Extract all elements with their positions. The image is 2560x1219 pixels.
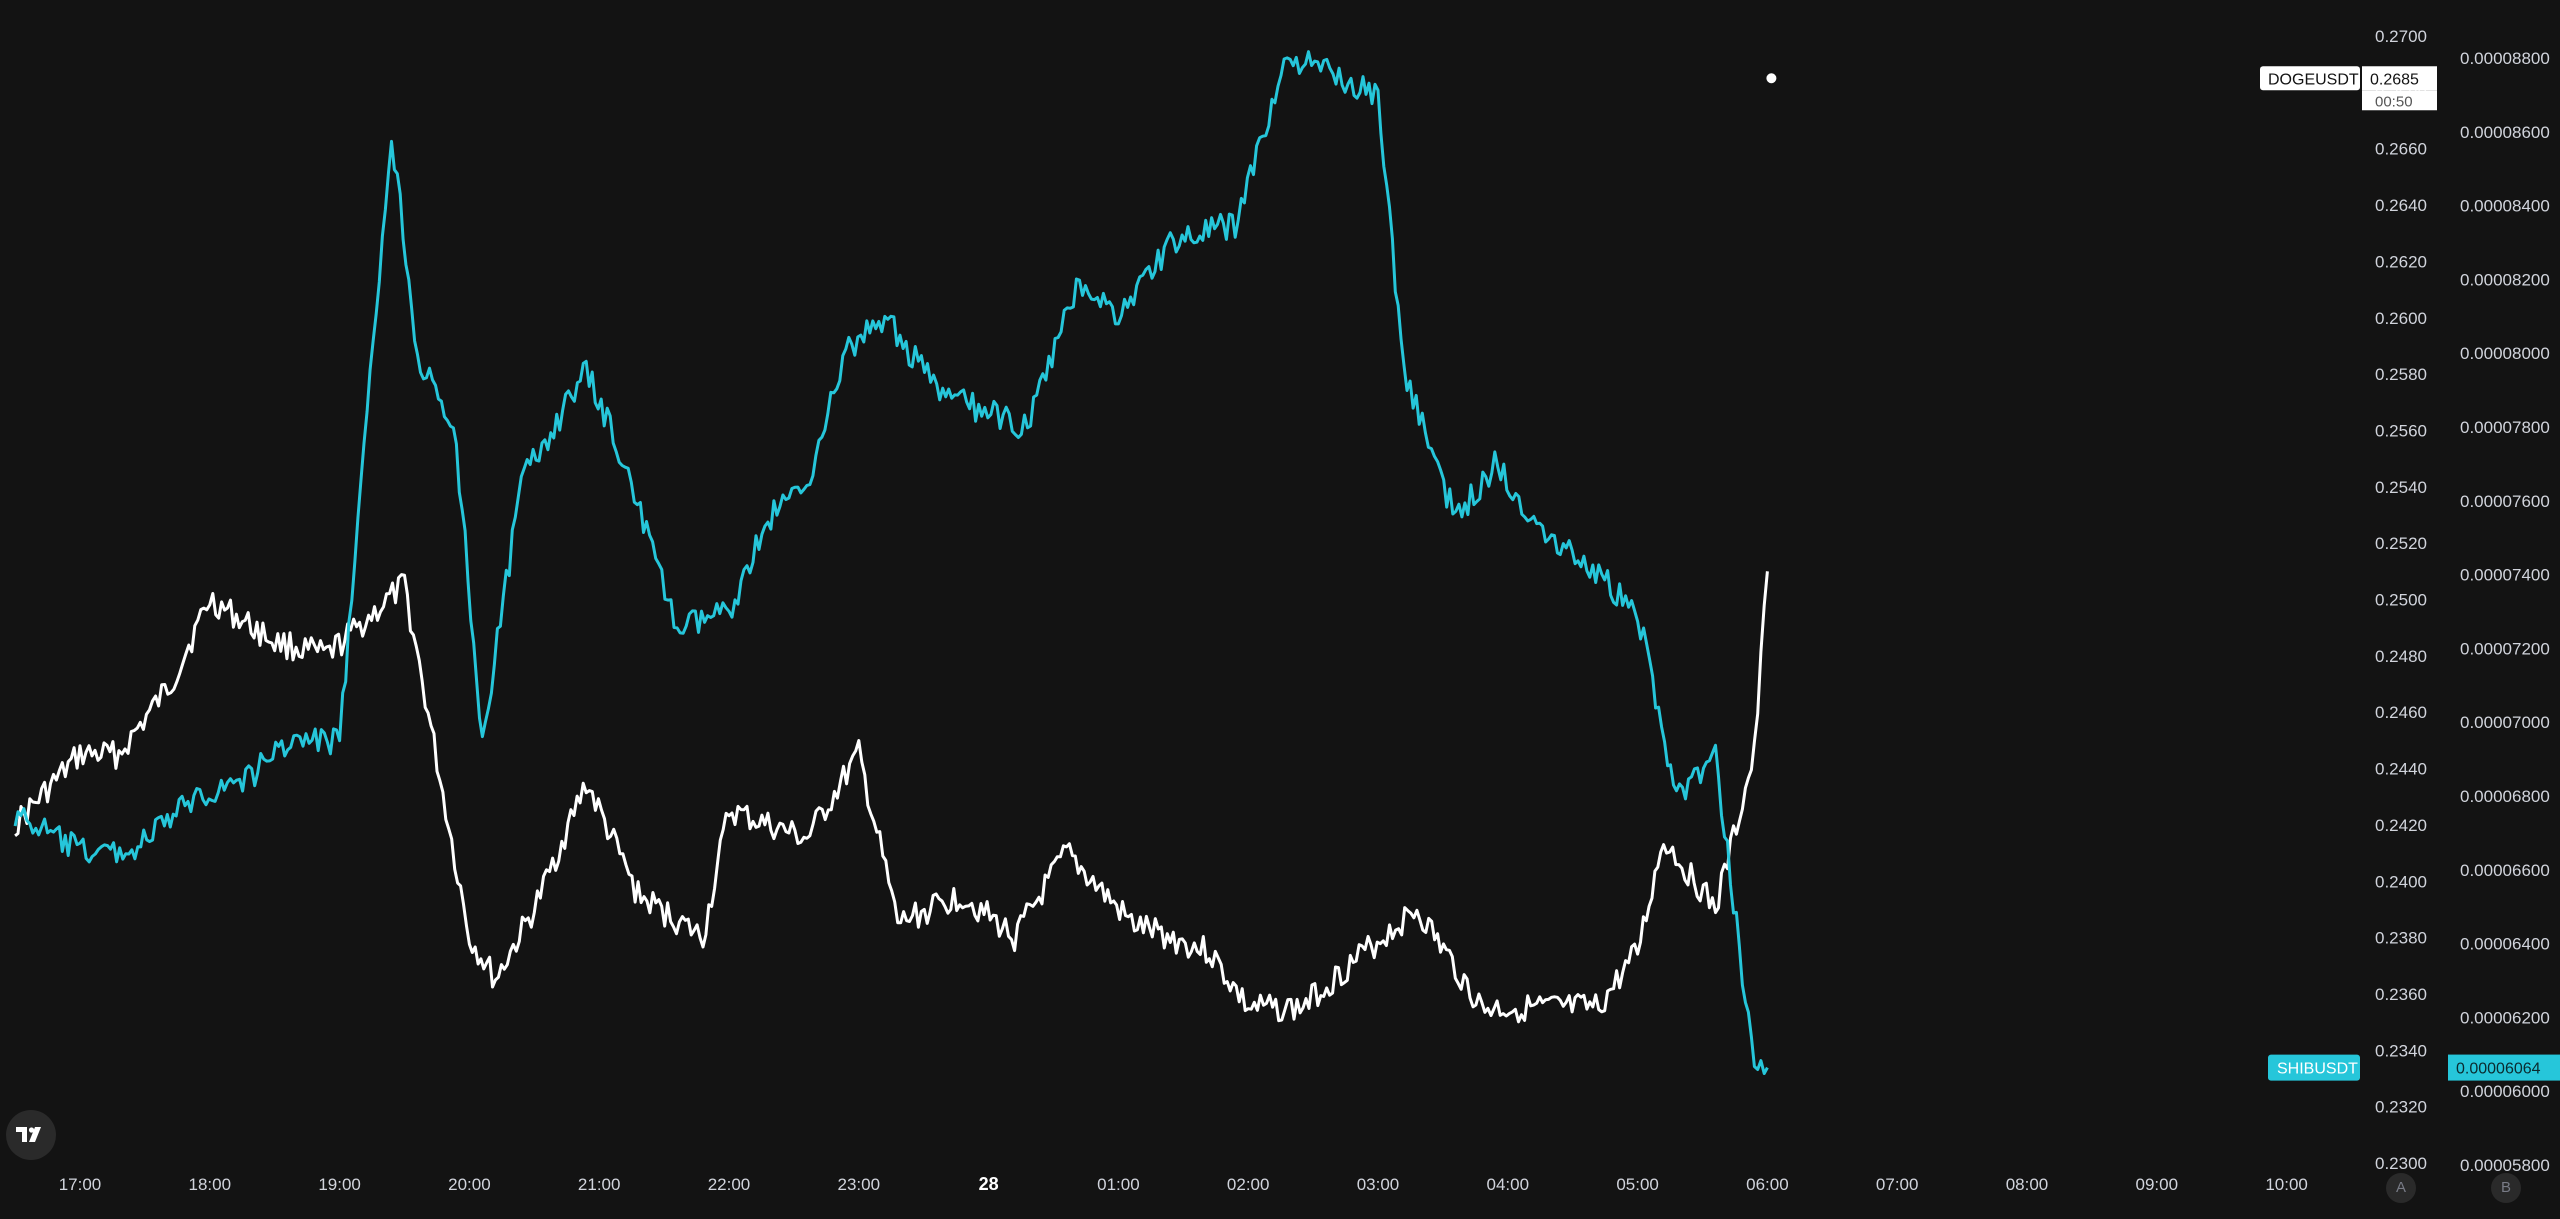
doge-countdown: 00:50 (2375, 93, 2413, 110)
doge-price-tick-label: 0.2440 (2375, 760, 2427, 779)
shib-price-tick-label: 0.00008200 (2460, 270, 2550, 289)
series-line-shibusdt[interactable] (13, 50, 1769, 1075)
doge-price-tick-label: 0.2520 (2375, 534, 2427, 553)
doge-price-tick-label: 0.2460 (2375, 703, 2427, 722)
time-tick-label: 07:00 (1876, 1175, 1919, 1194)
doge-price-tick-label: 0.2700 (2375, 27, 2427, 46)
shib-price-tick-label: 0.00008400 (2460, 197, 2550, 216)
doge-price-tick-label: 0.2540 (2375, 478, 2427, 497)
price-axis-shib[interactable]: 0.00008800 0.00008600 0.00008400 0.00008200… (2460, 49, 2550, 1175)
time-tick-label: 09:00 (2136, 1175, 2179, 1194)
doge-symbol-label: DOGEUSDT (2268, 71, 2359, 88)
time-tick-label: 10:00 (2265, 1175, 2308, 1194)
shib-price-tick-label: 0.00007400 (2460, 566, 2550, 585)
doge-price-tick-label: 0.2600 (2375, 309, 2427, 328)
time-tick-label: 01:00 (1097, 1175, 1140, 1194)
shib-price-tick-label: 0.00007000 (2460, 713, 2550, 732)
shib-symbol-label: SHIBUSDT (2277, 1061, 2358, 1078)
time-tick-label: 28 (979, 1174, 999, 1194)
scale-button-a[interactable]: A (2386, 1173, 2416, 1203)
shib-price-tick-label: 0.00007200 (2460, 639, 2550, 658)
doge-price-tick-label: 0.2620 (2375, 252, 2427, 271)
price-axis-doge[interactable]: 0.27000.26800.26600.26400.26200.26000.25… (2375, 27, 2427, 1173)
time-tick-label: 04:00 (1487, 1175, 1530, 1194)
doge-price-tick-label: 0.2660 (2375, 140, 2427, 159)
doge-last-point (1764, 71, 1779, 86)
doge-price-tick-label: 0.2580 (2375, 365, 2427, 384)
scale-button-b[interactable]: B (2491, 1173, 2521, 1203)
doge-price-tick-label: 0.2500 (2375, 591, 2427, 610)
shib-price-label[interactable]: SHIBUSDT 0.00006064 (2268, 1054, 2560, 1081)
time-tick-label: 20:00 (448, 1175, 491, 1194)
time-tick-label: 02:00 (1227, 1175, 1270, 1194)
time-tick-label: 21:00 (578, 1175, 621, 1194)
time-axis[interactable]: 17:00 18:00 19:00 20:00 21:00 22:00 23:00 28 01:… (59, 1174, 2308, 1194)
doge-price-tick-label: 0.2320 (2375, 1098, 2427, 1117)
doge-price-tick-label: 0.2560 (2375, 421, 2427, 440)
doge-price-tick-label: 0.2360 (2375, 985, 2427, 1004)
shib-price-tick-label: 0.00007600 (2460, 492, 2550, 511)
doge-price-tick-label: 0.2300 (2375, 1154, 2427, 1173)
time-tick-label: 19:00 (318, 1175, 361, 1194)
time-tick-label: 23:00 (838, 1175, 881, 1194)
doge-last-value: 0.2685 (2370, 71, 2419, 88)
shib-price-tick-label: 0.00006800 (2460, 787, 2550, 806)
shib-price-tick-label: 0.00005800 (2460, 1156, 2550, 1175)
shib-price-tick-label: 0.00006000 (2460, 1082, 2550, 1101)
doge-price-tick-label: 0.2400 (2375, 872, 2427, 891)
time-tick-label: 22:00 (708, 1175, 751, 1194)
doge-price-tick-label: 0.2340 (2375, 1041, 2427, 1060)
time-tick-label: 18:00 (189, 1175, 232, 1194)
series-line-dogeusdt[interactable] (14, 571, 1769, 1024)
doge-price-tick-label: 0.2420 (2375, 816, 2427, 835)
time-tick-label: 06:00 (1746, 1175, 1789, 1194)
tradingview-logo-icon (16, 1127, 41, 1142)
time-tick-label: 08:00 (2006, 1175, 2049, 1194)
shib-price-tick-label: 0.00007800 (2460, 418, 2550, 437)
shib-last-value: 0.00006064 (2456, 1061, 2541, 1078)
shib-price-tick-label: 0.00008600 (2460, 123, 2550, 142)
doge-price-tick-label: 0.2640 (2375, 196, 2427, 215)
tradingview-logo[interactable] (6, 1110, 56, 1160)
time-tick-label: 17:00 (59, 1175, 102, 1194)
doge-price-tick-label: 0.2480 (2375, 647, 2427, 666)
shib-price-tick-label: 0.00008800 (2460, 49, 2550, 68)
doge-price-tick-label: 0.2380 (2375, 929, 2427, 948)
shib-price-tick-label: 0.00008000 (2460, 344, 2550, 363)
time-tick-label: 03:00 (1357, 1175, 1400, 1194)
shib-price-tick-label: 0.00006600 (2460, 861, 2550, 880)
doge-price-label[interactable]: DOGEUSDT 0.2685 00:50 (2260, 66, 2437, 111)
shib-price-tick-label: 0.00006400 (2460, 935, 2550, 954)
time-tick-label: 05:00 (1616, 1175, 1659, 1194)
shib-price-tick-label: 0.00006200 (2460, 1008, 2550, 1027)
